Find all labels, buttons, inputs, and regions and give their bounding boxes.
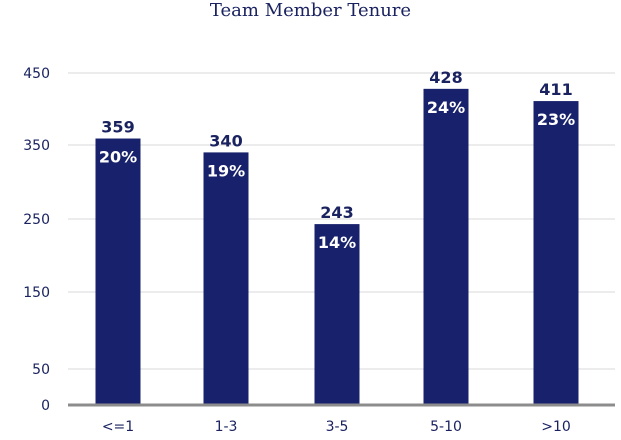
bar-value-label: 243 xyxy=(320,203,353,222)
y-tick-label: 50 xyxy=(32,362,50,378)
bar xyxy=(533,101,579,405)
bar-value-label: 359 xyxy=(101,118,134,137)
y-axis-ticks: 0 50 150 250 350 450 xyxy=(23,66,50,414)
bar-percent-label: 14% xyxy=(318,233,356,252)
bar-percent-label: 23% xyxy=(537,110,575,129)
y-tick-label: 450 xyxy=(23,66,50,82)
bar-percent-label: 24% xyxy=(427,98,465,117)
x-axis-ticks: <=1 1-3 3-5 5-10 >10 xyxy=(102,419,571,435)
x-tick-label: >10 xyxy=(541,419,571,435)
x-tick-label: 5-10 xyxy=(430,419,462,435)
x-tick-label: 1-3 xyxy=(215,419,238,435)
bar xyxy=(423,88,469,405)
bar-value-label: 428 xyxy=(429,68,462,87)
bar xyxy=(95,138,141,405)
bar xyxy=(203,152,249,405)
y-tick-label: 350 xyxy=(23,138,50,154)
x-tick-label: <=1 xyxy=(102,419,134,435)
y-tick-label: 150 xyxy=(23,285,50,301)
bar xyxy=(314,224,360,405)
x-tick-label: 3-5 xyxy=(326,419,349,435)
bar-percent-label: 19% xyxy=(207,161,245,180)
y-tick-label: 250 xyxy=(23,212,50,228)
bars: 359 20% 340 19% 243 14% 428 24% 411 23% xyxy=(95,68,579,405)
bar-value-label: 411 xyxy=(539,80,572,99)
chart-title: Team Member Tenure xyxy=(209,0,412,21)
y-tick-label: 0 xyxy=(41,398,50,414)
bar-percent-label: 20% xyxy=(99,148,137,167)
bar-value-label: 340 xyxy=(209,131,242,150)
